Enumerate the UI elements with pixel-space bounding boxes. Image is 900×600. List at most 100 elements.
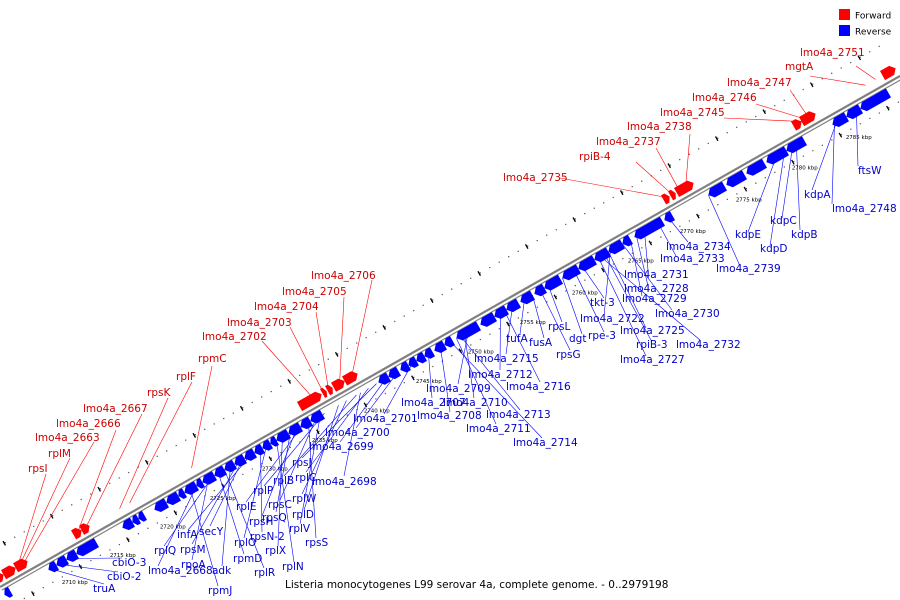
leader-line: [351, 279, 373, 378]
tick-dot: [631, 252, 634, 254]
gene-label-kdpd: kdpD: [760, 243, 788, 255]
gene-label-lmo4a-2710: lmo4a_2710: [443, 397, 508, 409]
tick-mark: [31, 591, 35, 597]
gene-label-lmo4a-2739: lmo4a_2739: [716, 263, 781, 275]
gene-label-rpsi: rpsI: [28, 463, 48, 475]
reverse-gene: [860, 88, 891, 112]
reverse-gene: [534, 283, 547, 297]
leader-line: [301, 383, 377, 459]
tick-mark: [49, 513, 54, 519]
legend: Forward Reverse: [839, 9, 892, 38]
leader-line: [218, 473, 245, 555]
leader-line: [460, 335, 521, 411]
reverse-gene: [276, 429, 291, 443]
tick-label-2735-kbp: 2735 kbp: [312, 438, 338, 444]
tick-dot: [289, 446, 292, 449]
tick-dot: [166, 516, 168, 519]
leader-line: [622, 243, 673, 311]
tick-dot: [251, 468, 254, 470]
gene-label-adk: adk: [212, 565, 232, 577]
tick-dot: [859, 56, 861, 58]
tick-dot: [90, 560, 92, 562]
tick-dot: [489, 266, 491, 269]
gene-label-lmo4a-2728: lmo4a_2728: [624, 283, 689, 295]
legend-forward-swatch: [839, 9, 850, 20]
gene-label-lmo4a-2729: lmo4a_2729: [622, 293, 687, 305]
tick-dot: [736, 126, 738, 129]
tick-dot: [755, 182, 757, 184]
tick-mark: [477, 271, 482, 277]
gene-label-lmo4a-2708: lmo4a_2708: [417, 410, 482, 422]
tick-dot: [194, 434, 196, 436]
gene-label-lmo4a-2700: lmo4a_2700: [325, 427, 390, 439]
leader-line: [339, 377, 387, 443]
leader-line: [582, 266, 605, 299]
axis-line: [0, 75, 900, 588]
tick-label-2730-kbp: 2730 kbp: [262, 467, 288, 473]
reverse-gene: [196, 477, 205, 489]
leader-line: [263, 412, 325, 487]
leader-line: [221, 466, 231, 567]
gene-label-lmo4a-2704: lmo4a_2704: [254, 301, 319, 313]
leader-line: [85, 413, 143, 529]
tick-dot: [289, 380, 291, 382]
tick-dot: [669, 164, 671, 166]
tick-mark: [334, 351, 339, 357]
leader-line: [383, 363, 413, 415]
leader-line: [504, 310, 541, 383]
tick-dot: [622, 191, 624, 193]
tick-dot: [555, 229, 557, 231]
reverse-gene: [388, 366, 401, 380]
axis-line: [1, 79, 900, 591]
reverse-gene: [4, 586, 14, 598]
tick-dot: [365, 403, 368, 405]
tick-dot: [90, 493, 92, 495]
leader-line: [789, 89, 809, 118]
tick-dot: [42, 586, 45, 589]
tick-dot: [831, 139, 833, 141]
tick-dot: [660, 169, 662, 172]
reverse-gene: [132, 514, 141, 526]
tick-dot: [403, 382, 406, 384]
tick-dot: [61, 509, 63, 511]
gene-label-lmo4a-2733: lmo4a_2733: [660, 253, 725, 265]
leader-line: [831, 123, 835, 205]
gene-label-lmo4a-2747: lmo4a_2747: [727, 77, 792, 89]
tick-dot: [71, 570, 73, 573]
gene-label-rplo: rplO: [234, 537, 256, 549]
tick-mark: [506, 321, 510, 327]
leader-line: [655, 147, 680, 191]
gene-label-mgta: mgtA: [785, 61, 814, 73]
tick-dot: [802, 88, 804, 91]
leader-line: [190, 489, 219, 587]
forward-gene: [791, 119, 802, 131]
reverse-gene: [726, 170, 747, 188]
tick-mark: [809, 82, 814, 88]
tick-dot: [384, 326, 386, 328]
reverse-gene: [544, 274, 563, 291]
reverse-gene: [506, 298, 521, 313]
tick-dot: [669, 230, 672, 233]
gene-label-lmo4a-2738: lmo4a_2738: [627, 121, 692, 133]
tick-dot: [603, 202, 605, 204]
tick-dot: [147, 527, 149, 530]
gene-label-dgt: dgt: [569, 333, 586, 345]
tick-label-2770-kbp: 2770 kbp: [680, 229, 706, 235]
leader-line: [303, 405, 339, 511]
reverse-gene: [310, 409, 325, 424]
tick-dot: [679, 158, 681, 161]
tick-dot: [508, 322, 510, 325]
leader-line: [796, 145, 801, 231]
tick-dot: [631, 185, 633, 188]
tick-label-2715-kbp: 2715 kbp: [110, 553, 136, 559]
tick-dot: [14, 536, 16, 538]
tick-mark: [2, 540, 7, 546]
tick-dot: [441, 293, 443, 296]
tick-mark: [411, 375, 415, 381]
tick-dot: [726, 198, 729, 201]
leader-line: [23, 441, 95, 564]
tick-dot: [242, 473, 244, 476]
leader-line: [603, 250, 611, 317]
gene-label-lmo4a-2715: lmo4a_2715: [474, 353, 539, 365]
tick-dot: [394, 387, 396, 389]
